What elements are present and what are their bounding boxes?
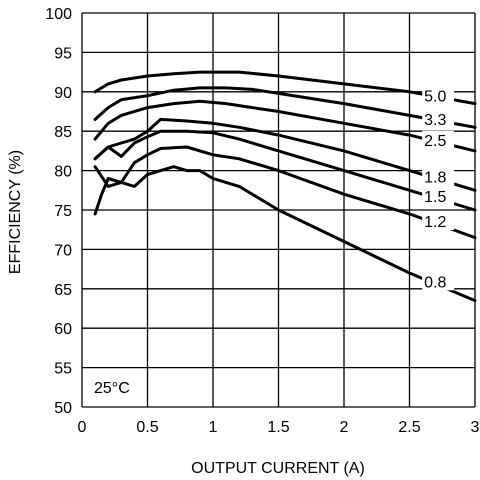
y-tick-label: 90 xyxy=(54,85,72,102)
x-tick-label: 2.5 xyxy=(398,419,420,436)
y-tick-label: 65 xyxy=(54,282,72,299)
series-line-5-0 xyxy=(93,70,477,106)
y-tick-label: 100 xyxy=(45,6,72,23)
series-labels: 5.0 3.3 2.5 1.8 1.5 1.2 0.8 xyxy=(422,86,455,291)
y-tick-label: 60 xyxy=(54,321,72,338)
series-line-2-5 xyxy=(93,99,477,153)
y-tick-label: 70 xyxy=(54,242,72,259)
y-tick-label: 85 xyxy=(54,124,72,141)
x-tick-label: 2 xyxy=(340,419,349,436)
series-label-background xyxy=(422,272,455,291)
series-label: 1.5 xyxy=(424,189,446,206)
annotation-background xyxy=(86,370,144,400)
x-tick-label: 3 xyxy=(471,419,480,436)
tick-labels: 0 0.5 1 1.5 2 2.5 3 50 55 60 65 70 75 80 85 90 95 100 xyxy=(45,6,479,436)
series-label-background xyxy=(422,212,455,231)
series-line-3-3 xyxy=(93,86,477,129)
series-label: 1.2 xyxy=(424,214,446,231)
series-label: 2.5 xyxy=(424,133,446,150)
series-line-1-5 xyxy=(93,129,477,212)
y-tick-label: 75 xyxy=(54,203,72,220)
series-line-0-8 xyxy=(93,165,477,303)
series-label: 1.8 xyxy=(424,170,446,187)
y-tick-label: 50 xyxy=(54,400,72,417)
x-tick-label: 1.5 xyxy=(267,419,289,436)
series-label: 0.8 xyxy=(424,274,446,291)
series-label: 5.0 xyxy=(424,88,446,105)
series-label-background xyxy=(422,187,455,206)
y-tick-label: 95 xyxy=(54,45,72,62)
x-axis-title: OUTPUT CURRENT (A) xyxy=(191,460,365,477)
temperature-annotation: 25°C xyxy=(94,380,130,397)
series-line-1-8 xyxy=(93,117,477,192)
y-tick-label: 80 xyxy=(54,164,72,181)
series-label-background xyxy=(422,167,455,186)
series-label: 3.3 xyxy=(424,112,446,129)
x-tick-label: 0.5 xyxy=(136,419,158,436)
y-tick-label: 55 xyxy=(54,361,72,378)
x-tick-label: 0 xyxy=(78,419,87,436)
x-tick-label: 1 xyxy=(209,419,218,436)
series-lines xyxy=(93,70,477,303)
y-axis-title: EFFICIENCY (%) xyxy=(7,150,24,274)
series-label-background xyxy=(422,130,455,149)
series-label-background xyxy=(422,86,455,105)
series-label-background xyxy=(422,109,455,128)
